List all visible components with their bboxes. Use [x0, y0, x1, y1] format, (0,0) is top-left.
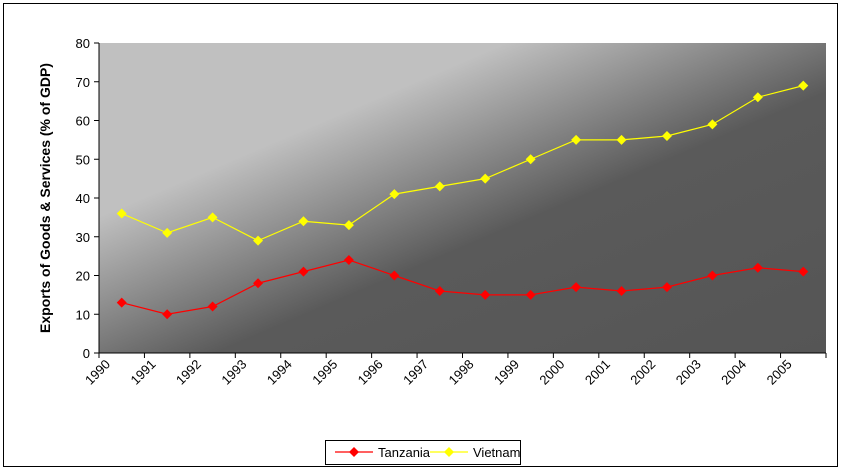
legend-marker [349, 447, 359, 457]
data-point [707, 270, 718, 281]
data-point [752, 92, 763, 103]
data-point [661, 131, 672, 141]
data-point [343, 220, 354, 231]
legend-label: Tanzania [378, 445, 431, 460]
y-tick-label: 10 [76, 307, 90, 322]
data-point [480, 289, 491, 300]
y-tick-label: 20 [76, 269, 90, 284]
legend-marker [444, 447, 454, 457]
data-point [525, 154, 536, 165]
series-line [121, 85, 804, 242]
data-point [253, 235, 264, 246]
data-point [616, 286, 627, 296]
data-point [616, 134, 627, 145]
data-point [207, 301, 218, 312]
data-point [343, 255, 354, 265]
data-point [298, 266, 309, 277]
data-point [525, 289, 536, 300]
data-point [116, 297, 127, 308]
data-point [253, 278, 264, 289]
data-point [162, 227, 173, 238]
data-point [298, 216, 309, 227]
y-tick-label: 30 [76, 230, 90, 245]
data-point [434, 181, 445, 192]
y-tick-label: 60 [76, 114, 90, 129]
data-point [207, 212, 218, 223]
data-point [661, 282, 672, 293]
data-point [116, 208, 127, 219]
data-point [707, 119, 718, 130]
data-point [480, 173, 491, 184]
y-tick-label: 80 [76, 36, 90, 51]
data-point [752, 262, 763, 273]
data-point [571, 282, 582, 293]
data-point [798, 80, 809, 91]
y-tick-label: 40 [76, 191, 90, 206]
series-line [121, 259, 804, 315]
y-tick-label: 0 [83, 346, 90, 361]
data-point [798, 266, 809, 277]
y-tick-label: 70 [76, 75, 90, 90]
y-axis-label: Exports of Goods & Services (% of GDP) [37, 63, 53, 333]
data-point [389, 270, 400, 281]
data-point [162, 309, 173, 320]
data-point [571, 134, 582, 145]
y-tick-label: 50 [76, 152, 90, 167]
data-point [434, 286, 445, 296]
plot-area [99, 43, 826, 353]
data-point [389, 189, 400, 200]
legend-label: Vietnam [473, 445, 520, 460]
